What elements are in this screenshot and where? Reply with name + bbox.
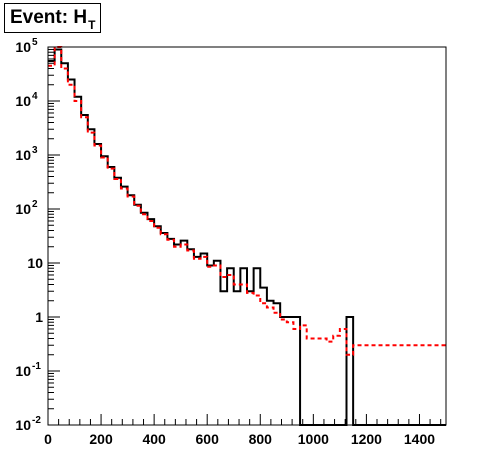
chart-title-main: Event: H (10, 7, 88, 28)
y-tick-base: 10 (15, 93, 31, 109)
y-tick-base: 10 (15, 417, 31, 433)
x-tick-label: 800 (249, 431, 273, 447)
y-tick-exponent: -2 (32, 415, 41, 426)
y-tick-exponent: 2 (32, 199, 38, 210)
series-line-2 (48, 46, 446, 356)
series-layer (48, 46, 446, 426)
plot-frame (47, 46, 447, 426)
y-tick-base: 10 (27, 255, 43, 271)
x-tick-label: 1200 (351, 431, 382, 447)
y-tick-label: 1 (35, 309, 43, 325)
y-tick-label: 10 2 (15, 199, 38, 217)
y-tick-base: 10 (15, 201, 31, 217)
x-tick-label: 400 (142, 431, 166, 447)
y-tick-label: 10 -1 (15, 361, 41, 379)
x-tick-label: 1000 (298, 431, 329, 447)
y-tick-label: 10 3 (15, 145, 38, 163)
chart-title-subscript: T (88, 18, 96, 32)
y-tick-exponent: 4 (32, 91, 38, 102)
y-tick-label: 10 5 (15, 37, 38, 55)
y-tick-label: 10 4 (15, 91, 38, 109)
y-tick-base: 1 (35, 309, 43, 325)
x-tick-label: 1400 (404, 431, 435, 447)
x-tick-label: 0 (44, 431, 52, 447)
x-tick-label: 200 (89, 431, 113, 447)
x-tick-label: 600 (196, 431, 220, 447)
y-tick-label: 10 -2 (15, 415, 41, 433)
y-tick-label: 10 (27, 255, 43, 271)
y-tick-base: 10 (15, 39, 31, 55)
y-tick-exponent: 5 (32, 37, 38, 48)
y-tick-exponent: -1 (32, 361, 41, 372)
y-tick-base: 10 (15, 363, 31, 379)
y-tick-exponent: 3 (32, 145, 38, 156)
y-tick-base: 10 (15, 147, 31, 163)
series-line-1 (48, 48, 446, 426)
